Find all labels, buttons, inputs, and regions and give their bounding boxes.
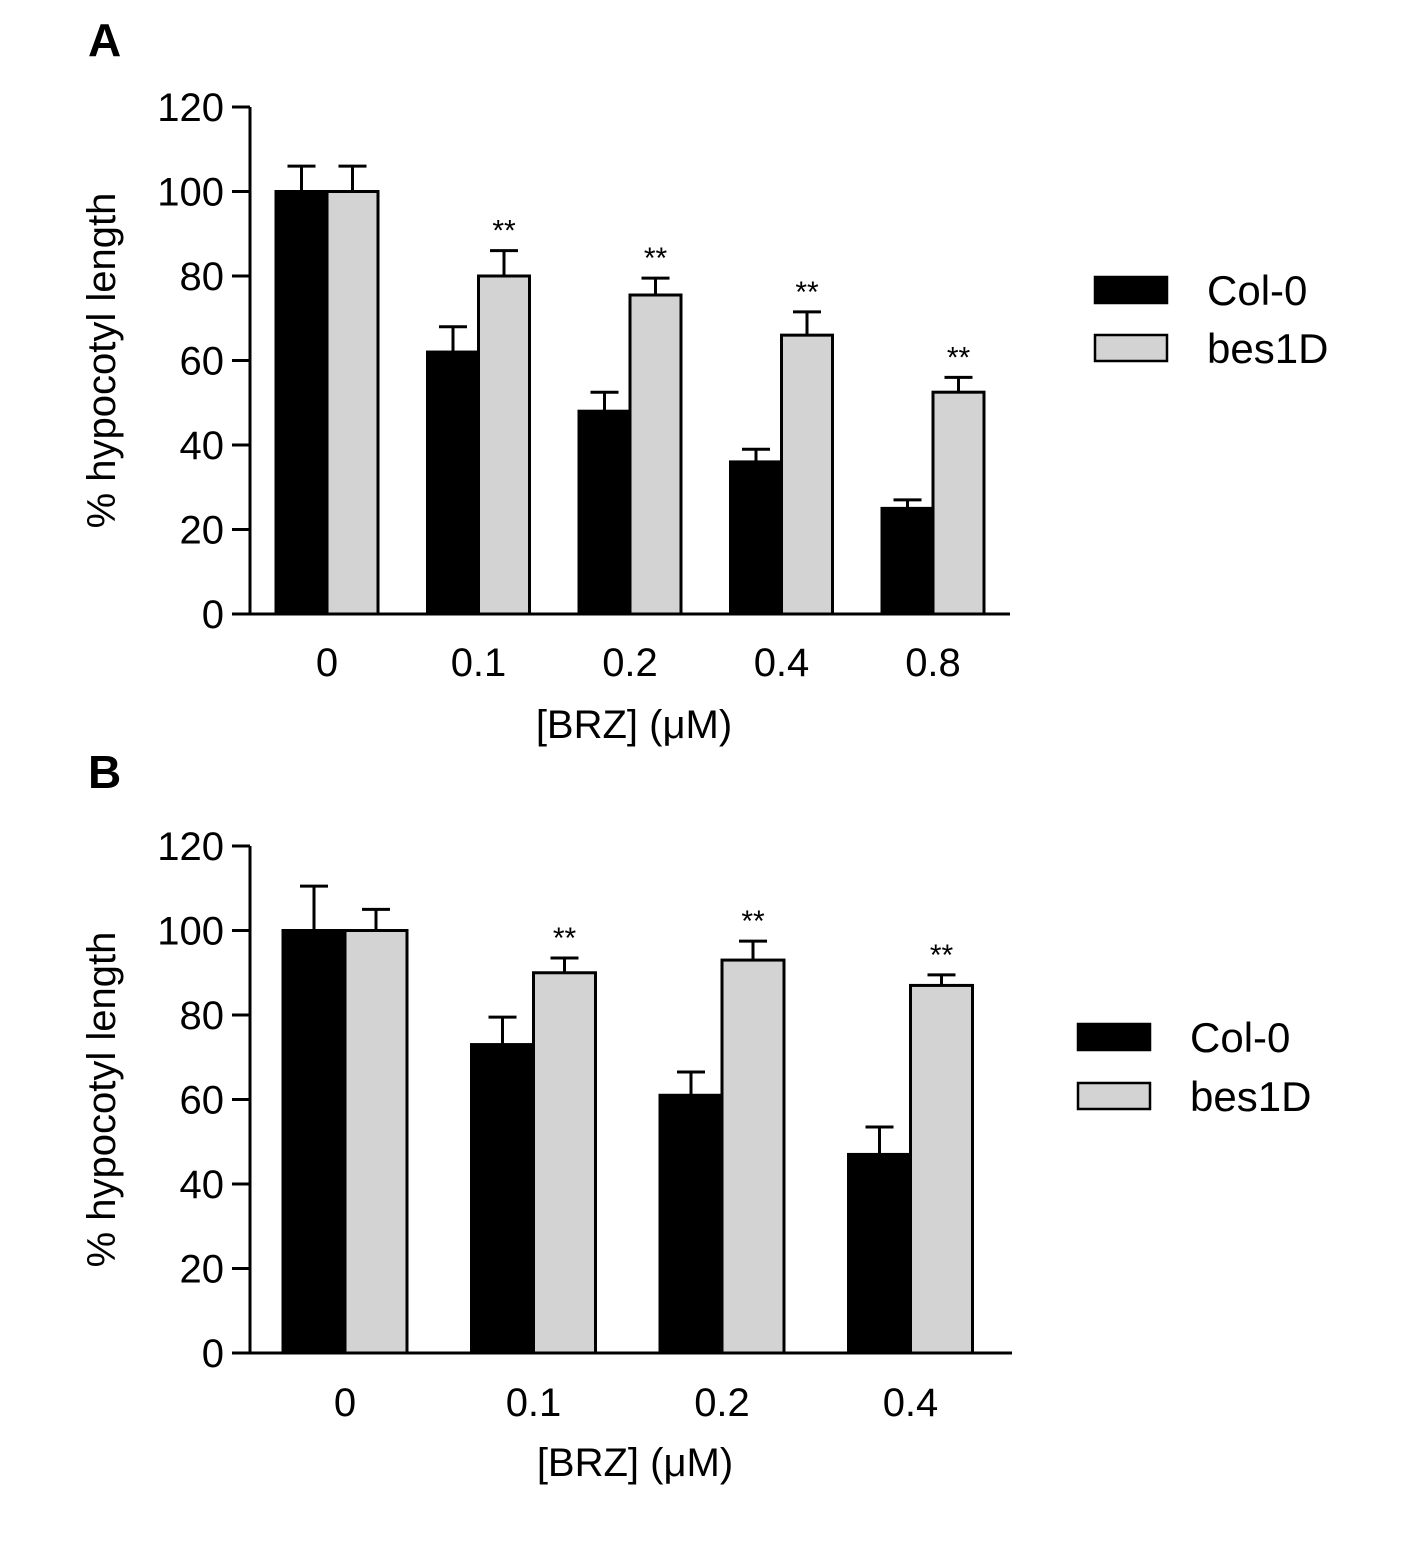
y-tick-label: 80 xyxy=(180,994,225,1038)
significance-label: ** xyxy=(644,242,668,275)
y-tick-label: 120 xyxy=(157,825,224,869)
y-tick-label: 40 xyxy=(180,1163,225,1207)
panel-a: A 0 20 40 60 80 100 120 % hypocotyl length 0 ** 0.1… xyxy=(80,14,1328,747)
x-tick-label: 0.8 xyxy=(905,641,961,685)
panel-label: B xyxy=(88,746,121,798)
y-tick-label: 100 xyxy=(157,171,224,215)
legend-label-bes1d: bes1D xyxy=(1207,325,1328,372)
x-tick-label: 0.1 xyxy=(451,641,507,685)
significance-label: ** xyxy=(553,922,577,955)
bar-col-0 xyxy=(880,506,935,616)
bar-bes1d xyxy=(720,958,786,1355)
y-tick-label: 80 xyxy=(180,255,225,299)
panel-b: B 0 20 40 60 80 100 120 % hypocotyl length 0 ** 0.1… xyxy=(80,746,1311,1485)
legend-swatch-bes1d xyxy=(1093,333,1169,363)
bar-bes1d xyxy=(343,929,409,1355)
x-tick-label: 0 xyxy=(334,1381,356,1425)
bar-bes1d xyxy=(325,190,380,616)
legend-label-bes1d: bes1D xyxy=(1190,1073,1311,1120)
x-tick-label: 0.2 xyxy=(694,1381,750,1425)
x-tick-label: 0.4 xyxy=(754,641,810,685)
significance-label: ** xyxy=(795,276,819,309)
bar-bes1d xyxy=(532,971,597,1355)
y-tick-label: 100 xyxy=(157,910,224,954)
bar-bes1d xyxy=(909,983,974,1355)
x-axis-title: [BRZ] (μM) xyxy=(537,1441,733,1485)
significance-label: ** xyxy=(930,939,954,972)
x-tick-label: 0.2 xyxy=(602,641,658,685)
y-axis-title: % hypocotyl length xyxy=(80,932,124,1268)
bar-col-0 xyxy=(847,1152,912,1355)
bar-col-0 xyxy=(426,350,480,616)
x-tick-label: 0 xyxy=(316,641,338,685)
bar-bes1d xyxy=(780,333,834,616)
y-axis-title: % hypocotyl length xyxy=(80,193,124,529)
bar-col-0 xyxy=(577,409,632,616)
y-tick-label: 60 xyxy=(180,340,225,384)
panel-label: A xyxy=(88,14,121,66)
legend-swatch-bes1d xyxy=(1076,1081,1152,1111)
bar-col-0 xyxy=(470,1043,535,1355)
bar-col-0 xyxy=(281,929,347,1355)
significance-label: ** xyxy=(741,905,765,938)
x-tick-label: 0.1 xyxy=(506,1381,562,1425)
legend-label-col-0: Col-0 xyxy=(1207,267,1307,314)
y-tick-label: 60 xyxy=(180,1079,225,1123)
significance-label: ** xyxy=(947,341,971,374)
x-tick-label: 0.4 xyxy=(883,1381,939,1425)
bar-col-0 xyxy=(729,460,783,616)
y-tick-label: 40 xyxy=(180,424,225,468)
bar-bes1d xyxy=(931,390,986,616)
bar-col-0 xyxy=(658,1093,724,1355)
bar-bes1d xyxy=(477,274,531,616)
y-tick-label: 120 xyxy=(157,86,224,130)
legend-swatch-col-0 xyxy=(1076,1022,1152,1052)
significance-label: ** xyxy=(492,215,516,248)
bar-col-0 xyxy=(274,190,329,616)
y-tick-label: 20 xyxy=(180,509,225,553)
y-tick-label: 0 xyxy=(202,1332,224,1376)
legend-label-col-0: Col-0 xyxy=(1190,1014,1290,1061)
legend-swatch-col-0 xyxy=(1093,275,1169,305)
y-tick-label: 0 xyxy=(202,593,224,637)
bar-bes1d xyxy=(628,293,683,616)
y-tick-label: 20 xyxy=(180,1248,225,1292)
x-axis-title: [BRZ] (μM) xyxy=(536,703,732,747)
